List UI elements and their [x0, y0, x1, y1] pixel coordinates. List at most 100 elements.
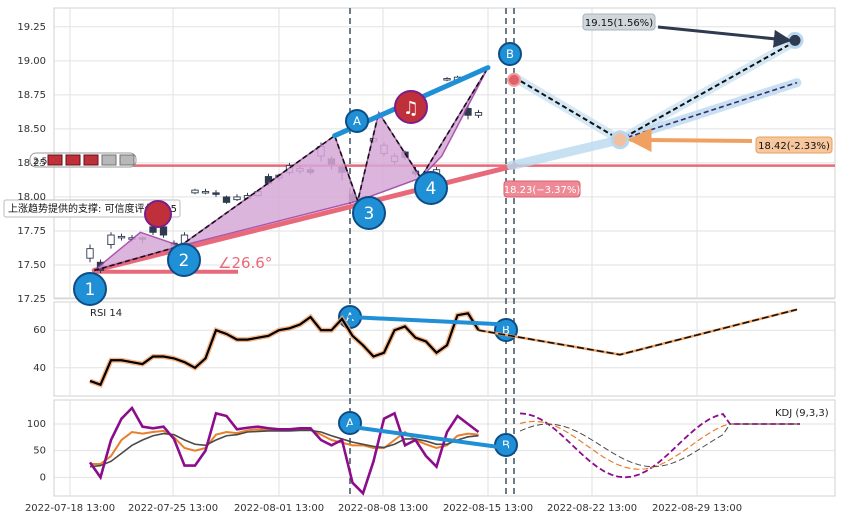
support-text-box — [3, 199, 181, 218]
candle — [474, 109, 483, 118]
wave-label-marker: 1 — [73, 272, 107, 306]
candle-body — [222, 196, 231, 203]
pivot-level-label: 18.42(-2.33%) — [758, 141, 830, 152]
forecast-pivot-point — [610, 130, 630, 150]
candle — [212, 190, 220, 197]
candle-body — [86, 248, 94, 259]
wave-label-text: B — [502, 323, 510, 337]
pivot-arrow — [627, 127, 753, 152]
candle — [443, 77, 451, 82]
x-tick-label: 2022-08-15 13:00 — [443, 503, 533, 514]
kdj-forecast-d — [519, 423, 800, 468]
rsi-layer — [89, 308, 798, 388]
music-note-marker — [144, 200, 172, 228]
music-note-icon: ♫ — [403, 98, 419, 119]
score-star-icon — [83, 154, 99, 166]
rsi-ytick: 60 — [33, 325, 46, 336]
candle-body — [191, 189, 199, 194]
kdj-ytick: 100 — [27, 419, 46, 430]
candle — [201, 188, 210, 195]
forecast-target-point — [786, 31, 804, 49]
wave-label-marker: 2 — [167, 243, 201, 277]
price-ytick: 17.25 — [17, 294, 46, 305]
candle — [107, 232, 115, 249]
wave-label-text: 2 — [179, 250, 190, 270]
rsi-ab-line — [348, 315, 508, 327]
target-arrow — [657, 25, 792, 48]
wave-label-text: B — [506, 47, 514, 61]
wave-label-marker: B — [498, 42, 522, 66]
candle-body — [233, 196, 241, 201]
x-tick-label: 2022-08-01 13:00 — [234, 503, 324, 514]
price-ytick: 17.75 — [17, 226, 46, 237]
kdj-layer — [88, 405, 800, 496]
wave-label-circle — [352, 196, 386, 230]
candle-body — [107, 234, 115, 246]
candle-body — [212, 192, 220, 195]
price-ytick: 18.25 — [17, 158, 46, 169]
candle — [117, 233, 126, 241]
kdj-panel — [53, 399, 836, 497]
wave-label-circle — [167, 243, 201, 277]
kdj-ab-line — [348, 424, 508, 450]
price-ytick: 19.25 — [17, 22, 46, 33]
wave-label-circle — [73, 272, 107, 306]
support-level-label: 18.23(−3.37%) — [504, 185, 581, 196]
wave-label-circle — [414, 171, 448, 205]
candle-body — [201, 191, 210, 194]
candle-body — [159, 226, 168, 236]
price-ytick: 18.00 — [17, 192, 46, 203]
wave-label-marker: 4 — [414, 171, 448, 205]
rsi-line — [89, 312, 480, 387]
wave-overlay: 19.15(1.56%) 18.42(-2.33%) 18.23(−3.37%) 上涨… — [3, 13, 833, 457]
chart-panels — [53, 7, 836, 497]
candle — [222, 195, 231, 204]
kdj-ytick: 50 — [33, 446, 46, 457]
forecast-start-point — [507, 72, 521, 87]
rsi-forecast-line — [478, 308, 798, 356]
wave-label-circle — [345, 109, 369, 133]
x-tick-label: 2022-08-22 13:00 — [547, 503, 637, 514]
x-tick-label: 2022-08-29 13:00 — [652, 503, 742, 514]
price-ytick: 18.50 — [17, 124, 46, 135]
candle-body — [443, 78, 451, 81]
price-ytick: 17.50 — [17, 260, 46, 271]
music-note-marker: ♫ — [394, 90, 428, 124]
forecast-path-lower — [619, 81, 798, 141]
candle — [233, 194, 241, 202]
target-level-label: 19.15(1.56%) — [585, 18, 653, 29]
kdj-forecast-k — [519, 420, 800, 470]
support-text: 上涨趋势提供的支撑: 可信度评分: 2.5 — [8, 202, 177, 215]
score-star-icon — [101, 154, 117, 166]
wave-label-text: 4 — [426, 178, 437, 198]
kdj-line-d — [89, 429, 479, 468]
score-star-icon — [65, 154, 81, 166]
music-note-circle — [144, 200, 172, 228]
axis-labels: 17.25 17.50 17.75 18.00 18.25 18.50 18.75 19.00… — [17, 22, 742, 514]
music-note-circle — [394, 90, 428, 124]
score-star-icon — [119, 154, 135, 166]
candle — [86, 244, 94, 263]
wave-triangle — [420, 67, 489, 179]
wave-label-text: 1 — [85, 279, 96, 299]
candle-body — [474, 112, 483, 116]
angle-label: ∠26.6° — [218, 254, 272, 272]
wave-label-text: 3 — [364, 203, 375, 223]
candle — [191, 188, 199, 195]
x-tick-label: 2022-07-18 13:00 — [25, 503, 115, 514]
x-tick-label: 2022-08-08 13:00 — [338, 503, 428, 514]
wave-label-marker: A — [338, 411, 362, 435]
wave-label-text: A — [353, 114, 361, 128]
wave-label-circle — [498, 42, 522, 66]
candle-body — [117, 235, 126, 239]
support-level-box — [503, 180, 581, 198]
kdj-ytick: 0 — [40, 472, 46, 483]
pivot-level-box — [755, 136, 833, 154]
vertical-dashed-markers — [349, 8, 515, 496]
score-star-icon — [47, 154, 63, 166]
wave-label-text: A — [346, 416, 354, 430]
score-value: 2.5 — [33, 157, 47, 167]
price-ytick: 18.75 — [17, 90, 46, 101]
rsi-title: RSI 14 — [90, 308, 122, 319]
